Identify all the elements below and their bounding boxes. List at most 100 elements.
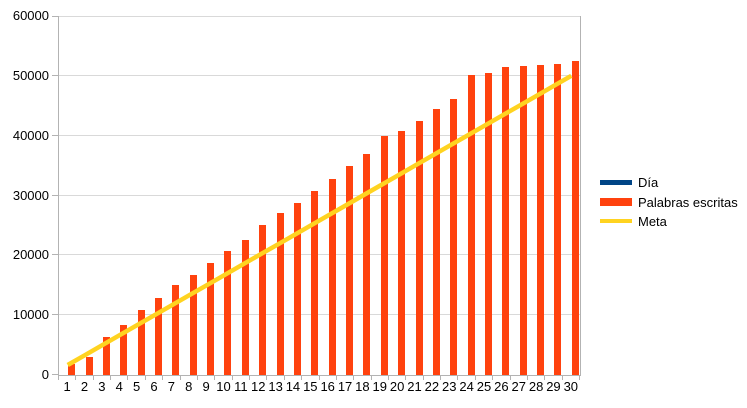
x-axis-tick <box>526 376 528 380</box>
x-axis-tick <box>249 376 251 380</box>
y-axis-tick <box>52 194 58 196</box>
x-axis-tick <box>75 376 77 380</box>
bar-palabras-escritas <box>155 298 163 375</box>
x-axis-label: 7 <box>167 379 175 394</box>
x-axis-label: 2 <box>80 379 89 394</box>
plot-area <box>58 16 581 376</box>
bar-palabras-escritas <box>537 65 545 375</box>
legend-label-dia: Día <box>638 174 659 190</box>
x-axis-tick <box>110 376 112 380</box>
x-axis-tick <box>301 376 303 380</box>
x-axis-tick <box>457 376 459 380</box>
gridline <box>59 254 580 256</box>
x-axis-label: 27 <box>511 379 526 394</box>
x-axis-label: 18 <box>355 379 370 394</box>
x-axis-label: 29 <box>546 379 561 394</box>
legend-item-dia: Día <box>600 174 658 190</box>
y-axis-tick <box>52 254 58 256</box>
x-axis-tick <box>353 376 355 380</box>
x-axis-tick <box>544 376 546 380</box>
bar-palabras-escritas <box>102 337 110 375</box>
bar-palabras-escritas <box>68 364 76 375</box>
gridline <box>59 16 580 17</box>
y-axis-label: 60000 <box>12 8 49 23</box>
y-axis-tick <box>52 314 58 316</box>
x-axis-tick <box>92 376 94 380</box>
x-axis-label: 12 <box>250 379 266 394</box>
x-axis-tick <box>162 376 164 380</box>
x-axis-label: 30 <box>563 379 579 394</box>
y-axis-label: 0 <box>41 367 49 382</box>
y-axis-label: 40000 <box>12 127 49 143</box>
x-axis-label: 13 <box>268 379 283 394</box>
bar-palabras-escritas <box>276 213 284 375</box>
x-axis-label: 9 <box>202 379 210 394</box>
bar-palabras-escritas <box>450 98 458 375</box>
x-axis-label: 20 <box>389 379 405 394</box>
x-axis-label: 21 <box>407 379 422 394</box>
bar-palabras-escritas <box>189 275 197 375</box>
bar-palabras-escritas <box>467 75 475 375</box>
x-axis-tick <box>561 376 563 380</box>
x-axis-label: 3 <box>98 379 106 394</box>
meta-line <box>66 73 573 367</box>
y-axis-tick <box>52 374 58 375</box>
y-axis-tick <box>52 134 58 136</box>
bar-palabras-escritas <box>137 309 145 375</box>
bar-palabras-escritas <box>415 121 423 375</box>
bar-palabras-escritas <box>432 109 440 375</box>
x-axis-tick <box>335 376 337 380</box>
bar-palabras-escritas <box>502 67 510 375</box>
gridline <box>59 194 580 196</box>
x-axis-tick <box>440 376 442 380</box>
legend-label-palabras-escritas: Palabras escritas <box>638 194 738 210</box>
bar-palabras-escritas <box>85 357 93 375</box>
x-axis-label: 28 <box>528 379 544 394</box>
y-axis-tick <box>52 16 58 17</box>
y-axis-label: 10000 <box>12 307 49 323</box>
bar-palabras-escritas <box>172 285 180 375</box>
x-axis-label: 26 <box>494 379 509 394</box>
x-axis-label: 24 <box>459 379 474 394</box>
gridline <box>59 134 580 136</box>
legend-item-meta: Meta <box>600 213 667 229</box>
y-axis-label: 30000 <box>12 187 49 203</box>
x-axis-tick <box>214 376 216 380</box>
x-axis-tick <box>58 376 59 380</box>
bar-palabras-escritas <box>207 262 215 375</box>
gridline <box>59 314 580 316</box>
x-axis-tick <box>492 376 494 380</box>
bar-palabras-escritas <box>259 225 267 375</box>
bar-palabras-escritas <box>484 73 492 375</box>
legend-item-palabras-escritas: Palabras escritas <box>600 194 738 210</box>
x-axis-label: 5 <box>133 379 141 394</box>
bar-palabras-escritas <box>224 251 232 375</box>
x-axis-label: 22 <box>424 379 440 394</box>
bar-palabras-escritas <box>519 66 527 375</box>
palabras-escritas-series-swatch <box>600 198 632 206</box>
legend-label-meta: Meta <box>638 213 667 229</box>
x-axis-tick <box>509 376 511 380</box>
bar-palabras-escritas <box>293 203 301 375</box>
bar-palabras-escritas <box>328 179 336 375</box>
x-axis-label: 19 <box>372 379 388 394</box>
bar-palabras-escritas <box>241 240 249 375</box>
x-axis-tick <box>387 376 389 380</box>
x-axis-tick <box>283 376 285 380</box>
bar-palabras-escritas <box>311 191 319 375</box>
x-axis-label: 23 <box>442 379 457 394</box>
x-axis-tick <box>231 376 233 380</box>
x-axis-tick <box>474 376 476 380</box>
x-axis-label: 4 <box>115 379 123 394</box>
x-axis-label: 11 <box>234 379 248 394</box>
bar-palabras-escritas <box>363 153 371 375</box>
gridline <box>59 74 580 76</box>
x-axis-label: 6 <box>150 379 158 394</box>
x-axis-tick <box>422 376 424 380</box>
bar-palabras-escritas <box>398 130 406 375</box>
x-axis-label: 17 <box>337 379 353 394</box>
bar-palabras-escritas <box>380 135 388 375</box>
meta-series-swatch <box>600 219 632 223</box>
bar-palabras-escritas <box>346 165 354 375</box>
